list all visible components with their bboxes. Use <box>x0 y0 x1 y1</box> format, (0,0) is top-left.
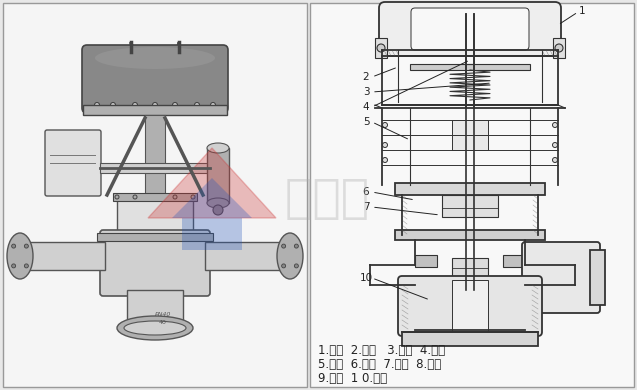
Text: 5.支架  6.阀杆  7.阀盖  8.阀芯: 5.支架 6.阀杆 7.阀盖 8.阀芯 <box>318 358 441 371</box>
Circle shape <box>191 195 195 199</box>
Circle shape <box>173 103 178 108</box>
FancyBboxPatch shape <box>45 130 101 196</box>
Circle shape <box>552 122 557 128</box>
Circle shape <box>11 244 16 248</box>
Bar <box>452 258 488 280</box>
Circle shape <box>382 122 387 128</box>
Ellipse shape <box>277 233 303 279</box>
Bar <box>100 163 210 173</box>
FancyBboxPatch shape <box>411 8 529 50</box>
Bar <box>310 3 634 387</box>
FancyBboxPatch shape <box>522 242 600 313</box>
Circle shape <box>294 264 298 268</box>
Bar <box>402 332 538 346</box>
Bar <box>410 64 530 70</box>
Bar <box>452 120 488 150</box>
Bar <box>182 218 242 250</box>
Circle shape <box>11 264 16 268</box>
Circle shape <box>24 244 29 248</box>
Bar <box>20 242 105 270</box>
Circle shape <box>382 158 387 163</box>
Circle shape <box>552 142 557 147</box>
Bar <box>375 38 387 58</box>
Circle shape <box>210 103 215 108</box>
Text: 10: 10 <box>359 273 373 283</box>
Circle shape <box>133 195 137 199</box>
Bar <box>590 250 605 305</box>
FancyBboxPatch shape <box>100 230 210 296</box>
Circle shape <box>132 103 138 108</box>
Text: 1: 1 <box>578 6 585 16</box>
FancyBboxPatch shape <box>398 276 542 336</box>
Text: 6: 6 <box>362 187 369 197</box>
Ellipse shape <box>124 321 186 335</box>
Circle shape <box>294 244 298 248</box>
Ellipse shape <box>95 47 215 69</box>
Circle shape <box>115 195 119 199</box>
Bar <box>3 3 307 387</box>
Circle shape <box>282 264 285 268</box>
Circle shape <box>213 205 223 215</box>
Text: 3: 3 <box>362 87 369 97</box>
Circle shape <box>110 103 115 108</box>
Circle shape <box>282 244 285 248</box>
Circle shape <box>194 103 199 108</box>
Circle shape <box>94 103 99 108</box>
Polygon shape <box>172 178 252 218</box>
Text: 2: 2 <box>362 72 369 82</box>
Ellipse shape <box>207 198 229 208</box>
Bar <box>145 115 165 225</box>
Bar <box>395 183 545 195</box>
Circle shape <box>555 44 563 52</box>
FancyBboxPatch shape <box>82 45 228 113</box>
Bar <box>113 193 197 201</box>
Text: 7: 7 <box>362 202 369 212</box>
Bar <box>127 290 183 328</box>
Bar <box>117 195 193 235</box>
Text: 9.阀座  1 0.阀体: 9.阀座 1 0.阀体 <box>318 372 387 385</box>
Bar <box>97 233 213 241</box>
Polygon shape <box>148 148 276 218</box>
Circle shape <box>382 142 387 147</box>
Ellipse shape <box>7 233 33 279</box>
Bar <box>83 105 227 115</box>
Text: 1.膜盖  2.膜片   3.弹簧  4.推杆: 1.膜盖 2.膜片 3.弹簧 4.推杆 <box>318 344 445 357</box>
Bar <box>395 230 545 240</box>
Bar <box>452 280 488 332</box>
Ellipse shape <box>207 143 229 153</box>
Circle shape <box>173 195 177 199</box>
Circle shape <box>24 264 29 268</box>
Bar <box>442 195 498 217</box>
Ellipse shape <box>117 316 193 340</box>
Bar <box>205 242 290 270</box>
Bar <box>553 38 565 58</box>
Bar <box>503 255 525 267</box>
Text: 杜伯拉: 杜伯拉 <box>285 177 370 223</box>
Text: 4: 4 <box>362 102 369 112</box>
Bar <box>415 255 437 267</box>
Bar <box>207 148 229 203</box>
Circle shape <box>152 103 157 108</box>
Circle shape <box>552 158 557 163</box>
Text: 5: 5 <box>362 117 369 127</box>
Text: PN40: PN40 <box>155 312 171 317</box>
Text: 40: 40 <box>159 319 167 324</box>
Circle shape <box>377 44 385 52</box>
FancyBboxPatch shape <box>379 2 561 56</box>
